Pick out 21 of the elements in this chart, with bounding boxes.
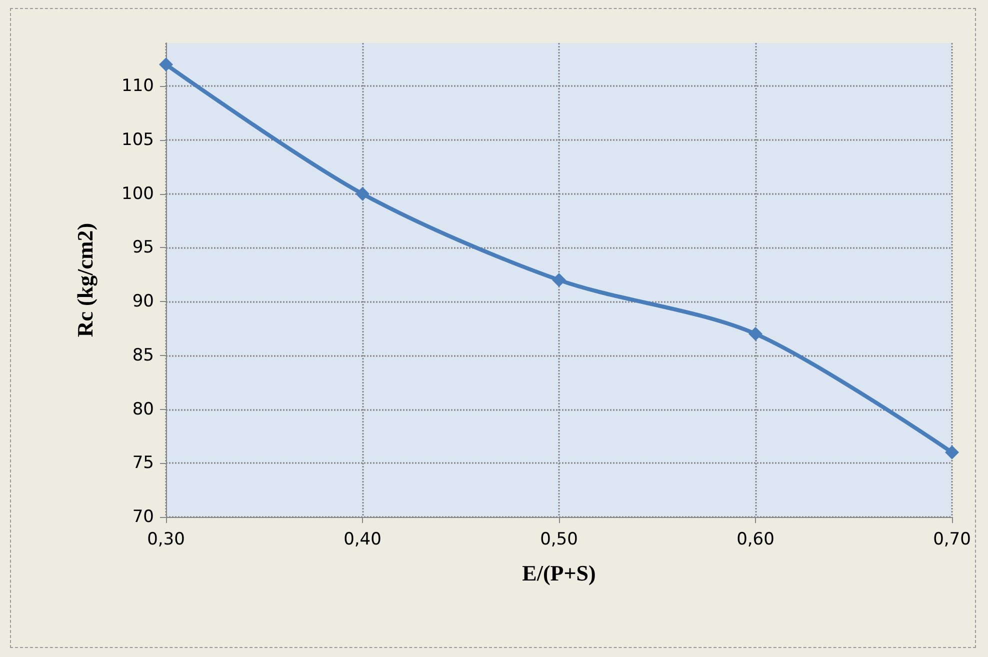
y-tick-label: 110 [122,76,154,96]
point [748,326,762,341]
x-tick-label: 0,30 [147,530,185,550]
y-tick-label: 90 [132,292,154,312]
x-axis-title: E/(P+S) [522,560,596,586]
y-tick-label: 105 [122,130,154,150]
point [552,273,566,287]
y-tick-label: 75 [132,453,154,474]
y-tick-label: 85 [132,345,154,366]
x-tick-label: 0,60 [736,530,774,550]
point [356,186,370,201]
x-tick-label: 0,70 [933,530,971,550]
point [945,445,959,460]
x-tick-label: 0,40 [344,530,382,550]
x-tick-label: 0,50 [540,530,578,550]
y-tick-label: 95 [132,238,154,258]
y-axis-title: Rc (kg/cm2) [72,222,98,338]
y-tick-label: 80 [132,399,154,420]
y-tick-label: 100 [122,184,154,204]
point [159,58,173,72]
y-tick-label: 70 [132,507,154,527]
